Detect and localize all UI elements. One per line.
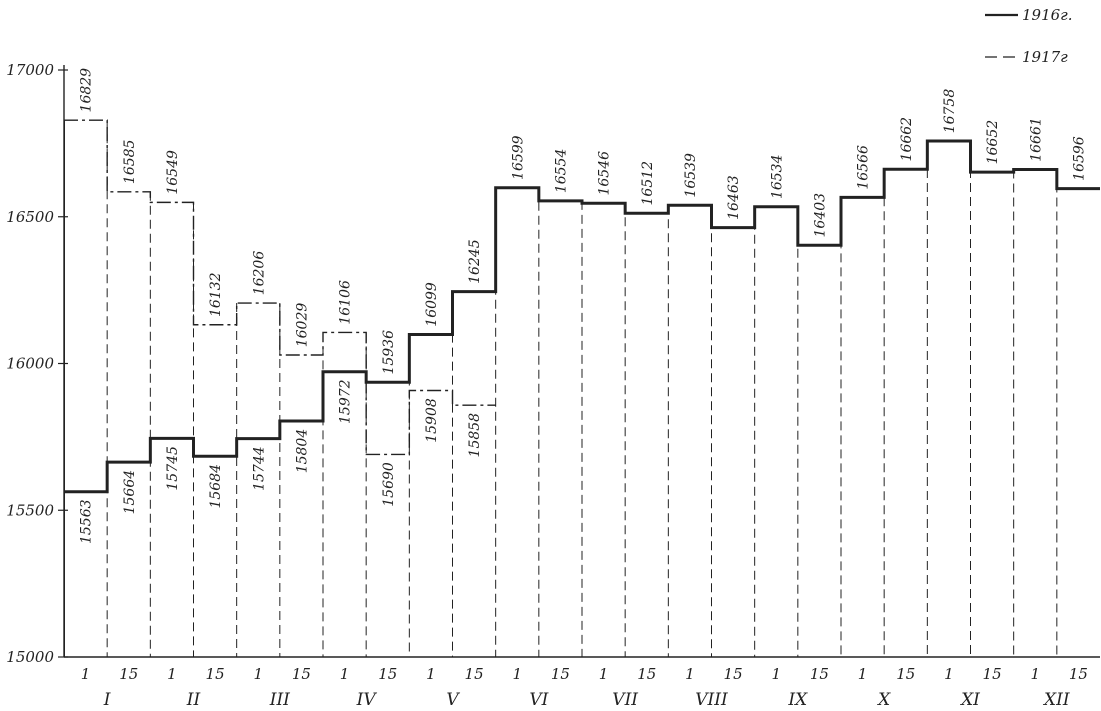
- x-tick-label: 1: [512, 665, 522, 683]
- data-label-1916: 16661: [1028, 117, 1044, 162]
- data-label-1917: 16549: [165, 150, 181, 195]
- series-1916-line: [64, 139, 1100, 494]
- data-label-1916: 15563: [79, 499, 95, 544]
- data-label-1916: 16539: [683, 153, 699, 198]
- data-label-1917: 16106: [338, 280, 354, 325]
- x-tick-label: 15: [810, 665, 829, 683]
- legend-label-1917: 1917г: [1022, 48, 1068, 66]
- data-label-1916: 15745: [165, 446, 181, 491]
- x-tick-label: 15: [896, 665, 915, 683]
- legend: 1916г. 1917г: [985, 6, 1073, 66]
- x-tick-label: 1: [167, 665, 177, 683]
- x-tick-label: 15: [465, 665, 484, 683]
- data-label-1916: 16758: [942, 89, 958, 134]
- x-tick-label: 1: [685, 665, 695, 683]
- x-tick-label: 1: [771, 665, 781, 683]
- x-tick-label: 15: [724, 665, 743, 683]
- period-dividers: [64, 120, 1058, 657]
- month-label: IV: [356, 690, 378, 710]
- data-label-1917: 15858: [467, 413, 483, 458]
- data-label-1916: 15804: [294, 429, 310, 474]
- month-label: V: [446, 690, 460, 710]
- series-1917: [64, 119, 496, 456]
- data-label-1916: 16596: [1071, 136, 1087, 181]
- y-tick-label: 15000: [6, 648, 54, 666]
- month-label: X: [876, 690, 891, 710]
- data-label-1916: 16566: [856, 145, 872, 190]
- x-tick-label: 1: [81, 665, 91, 683]
- x-tick-label: 15: [551, 665, 570, 683]
- x-tick-label: 1: [858, 665, 868, 683]
- data-label-1917: 16206: [251, 251, 267, 296]
- data-label-1916: 16512: [640, 161, 656, 206]
- data-labels: 15563 15664 15745 15684 15744 15804 15972 15936…: [79, 68, 1088, 544]
- x-tick-label: 1: [340, 665, 350, 683]
- x-tick-label: 15: [119, 665, 138, 683]
- x-tick-label: 15: [637, 665, 656, 683]
- data-label-1917: 16829: [79, 68, 95, 113]
- data-label-1916: 15936: [381, 330, 397, 375]
- data-label-1916: 15664: [122, 470, 138, 515]
- x-tick-label: 15: [378, 665, 397, 683]
- data-label-1917: 15690: [381, 462, 397, 507]
- x-tick-label: 15: [292, 665, 311, 683]
- y-tick-label: 16500: [6, 208, 54, 226]
- axes: 15000 15500 16000 16500 17000 1 15 1 15 1 15 1 15 1 15…: [6, 61, 1100, 710]
- month-label: I: [103, 690, 111, 710]
- y-tick-label: 17000: [6, 61, 54, 79]
- month-label: IX: [787, 690, 808, 710]
- legend-label-1916: 1916г.: [1022, 6, 1073, 24]
- data-label-1916: 15972: [338, 379, 354, 424]
- series-1916: [64, 139, 1100, 494]
- x-tick-label: 15: [206, 665, 225, 683]
- x-tick-label: 15: [1069, 665, 1088, 683]
- x-tick-label: 1: [253, 665, 263, 683]
- data-label-1917: 16029: [294, 303, 310, 348]
- x-tick-label: 1: [1030, 665, 1040, 683]
- data-label-1917: 16132: [208, 272, 224, 317]
- data-label-1917: 16585: [122, 139, 138, 184]
- y-tick-label: 16000: [6, 355, 54, 373]
- x-tick-label: 1: [426, 665, 436, 683]
- x-tick-label: 1: [944, 665, 954, 683]
- month-label: XI: [959, 690, 980, 710]
- data-label-1916: 16652: [985, 120, 1001, 165]
- data-label-1916: 15744: [251, 446, 267, 491]
- x-tick-label: 1: [599, 665, 609, 683]
- data-label-1916: 15684: [208, 464, 224, 509]
- month-label: II: [186, 690, 201, 710]
- month-label: VIII: [695, 690, 728, 710]
- y-tick-label: 15500: [6, 501, 54, 519]
- data-label-1917: 15908: [424, 398, 440, 443]
- data-label-1916: 16662: [899, 117, 915, 162]
- data-label-1916: 16403: [812, 193, 828, 238]
- data-label-1916: 16599: [510, 135, 526, 180]
- data-label-1916: 16245: [467, 239, 483, 284]
- data-label-1916: 16099: [424, 282, 440, 327]
- month-label: III: [269, 690, 290, 710]
- month-label: VI: [529, 690, 548, 710]
- series-1917-line: [64, 119, 496, 456]
- data-label-1916: 16534: [769, 154, 785, 199]
- month-label: VII: [612, 690, 638, 710]
- month-label: XII: [1042, 690, 1070, 710]
- data-label-1916: 16463: [726, 175, 742, 220]
- x-tick-label: 15: [983, 665, 1002, 683]
- data-label-1916: 16554: [553, 149, 569, 194]
- data-label-1916: 16546: [597, 151, 613, 196]
